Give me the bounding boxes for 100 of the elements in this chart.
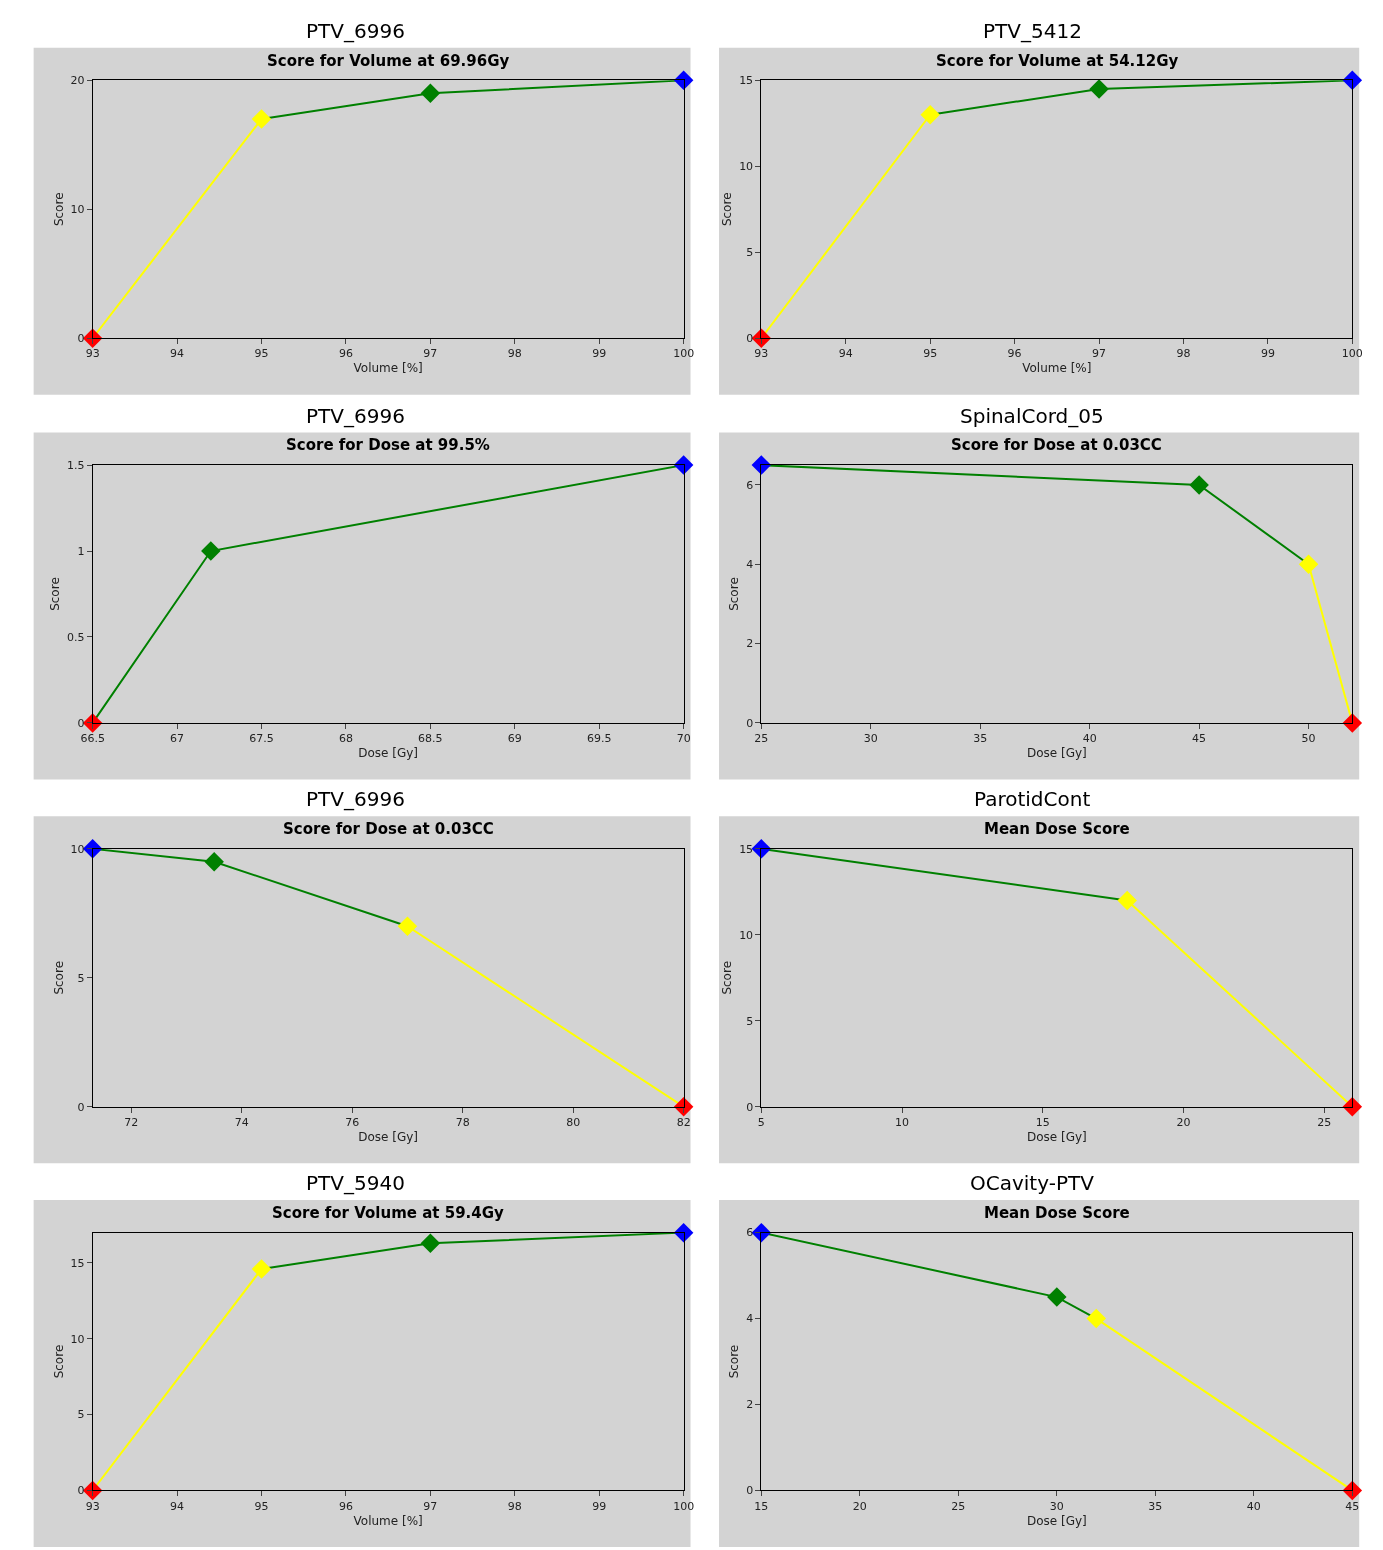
- y-tick-label: 10: [70, 203, 85, 217]
- y-tick-label: 2: [746, 637, 754, 651]
- y-tick-label: 1.5: [66, 458, 85, 472]
- x-tick-label: 25: [951, 1499, 966, 1513]
- x-tick-label: 45: [1345, 1499, 1360, 1513]
- x-tick-label: 94: [838, 347, 853, 361]
- chart-subtitle: Score for Dose at 0.03CC: [951, 436, 1162, 454]
- y-tick-label: 0: [77, 1484, 85, 1498]
- x-tick-label: 40: [1246, 1499, 1261, 1513]
- point: [1117, 890, 1137, 911]
- x-tick-label: 30: [863, 732, 878, 746]
- chart-subtitle: Score for Dose at 99.5%: [286, 436, 490, 454]
- x-axis-title: Dose [Gy]: [1026, 1513, 1087, 1528]
- chart-subtitle: Score for Volume at 54.12Gy: [936, 52, 1179, 70]
- x-tick-label: 96: [338, 347, 353, 361]
- x-tick-label: 20: [1176, 1115, 1191, 1129]
- chart-subtitle: Score for Dose at 0.03CC: [283, 820, 494, 838]
- x-axis-title: Dose [Gy]: [1026, 746, 1087, 761]
- x-tick-label: 50: [1301, 732, 1316, 746]
- x-tick-label: 35: [1148, 1499, 1163, 1513]
- y-tick-label: 0: [746, 716, 754, 730]
- y-tick-label: 10: [739, 160, 754, 174]
- y-tick-label: 0: [77, 332, 85, 346]
- x-tick-label: 93: [85, 347, 100, 361]
- x-tick-label: 95: [923, 347, 938, 361]
- x-tick-label: 100: [1341, 347, 1363, 361]
- y-tick-label: 2: [746, 1398, 754, 1412]
- chart-title: PTV_6996: [306, 787, 405, 811]
- y-tick-label: 6: [746, 1226, 754, 1240]
- y-tick-label: 15: [70, 1256, 85, 1270]
- x-tick-label: 94: [170, 347, 185, 361]
- x-tick-label: 95: [254, 347, 269, 361]
- x-tick-label: 35: [973, 732, 988, 746]
- x-tick-label: 94: [170, 1499, 185, 1513]
- chart-subtitle: Score for Volume at 69.96Gy: [267, 52, 510, 70]
- point: [1047, 1287, 1067, 1307]
- point: [251, 1259, 272, 1279]
- point: [201, 541, 221, 561]
- x-tick-label: 98: [507, 1499, 522, 1513]
- chart-subtitle: Mean Dose Score: [984, 820, 1130, 838]
- y-tick-label: 0: [77, 1100, 85, 1114]
- chart-title: ParotidCont: [974, 787, 1091, 811]
- x-tick-label: 10: [895, 1115, 910, 1129]
- chart-title: SpinalCord_05: [960, 404, 1104, 428]
- y-tick-label: 5: [746, 246, 754, 260]
- y-axis-title: Score: [720, 960, 735, 995]
- x-tick-label: 80: [566, 1115, 581, 1129]
- x-tick-label: 97: [423, 1499, 438, 1513]
- y-tick-label: 10: [70, 842, 85, 856]
- x-tick-label: 30: [1049, 1499, 1064, 1513]
- y-axis-title: Score: [727, 577, 742, 611]
- point: [420, 83, 441, 104]
- y-tick-label: 10: [739, 928, 754, 942]
- y-tick-label: 15: [739, 74, 754, 88]
- y-tick-label: 1: [77, 544, 85, 558]
- y-tick-label: 20: [70, 74, 85, 88]
- x-tick-label: 66.5: [80, 732, 105, 746]
- x-tick-label: 82: [676, 1115, 691, 1129]
- x-tick-label: 70: [676, 732, 691, 746]
- y-axis-title: Score: [48, 577, 63, 611]
- x-tick-label: 99: [1260, 347, 1275, 361]
- point: [1189, 475, 1209, 495]
- x-tick-label: 25: [1317, 1115, 1332, 1129]
- x-tick-label: 74: [234, 1115, 249, 1129]
- y-tick-label: 5: [746, 1014, 754, 1028]
- chart-title: PTV_6996: [306, 19, 405, 43]
- x-tick-label: 97: [423, 347, 438, 361]
- chart-title: PTV_6996: [306, 404, 405, 428]
- x-tick-label: 95: [254, 1499, 269, 1513]
- x-tick-label: 93: [754, 347, 769, 361]
- y-tick-label: 0: [77, 716, 85, 730]
- point: [1298, 554, 1319, 575]
- x-axis-title: Dose [Gy]: [358, 746, 419, 761]
- x-tick-label: 96: [1007, 347, 1022, 361]
- x-tick-label: 69.5: [586, 732, 612, 746]
- x-tick-label: 78: [455, 1115, 470, 1129]
- point: [1089, 79, 1109, 99]
- x-tick-label: 98: [1176, 347, 1191, 361]
- y-tick-label: 0: [746, 1484, 754, 1498]
- y-axis-title: Score: [51, 1344, 66, 1379]
- chart-title: PTV_5412: [983, 19, 1082, 43]
- y-axis-title: Score: [51, 960, 66, 995]
- x-tick-label: 100: [673, 1499, 695, 1513]
- chart-subtitle: Score for Volume at 59.4Gy: [272, 1204, 505, 1222]
- x-tick-label: 45: [1192, 732, 1207, 746]
- point: [1342, 713, 1363, 733]
- y-axis-title: Score: [720, 192, 735, 227]
- y-tick-label: 15: [739, 842, 754, 856]
- x-tick-label: 69: [507, 732, 522, 746]
- x-tick-label: 76: [345, 1115, 360, 1129]
- x-tick-label: 67.5: [249, 732, 274, 746]
- y-tick-label: 6: [746, 478, 754, 492]
- y-tick-label: 5: [77, 1408, 85, 1422]
- point: [920, 105, 940, 125]
- point: [397, 916, 418, 936]
- x-tick-label: 15: [1035, 1115, 1050, 1129]
- chart-title: OCavity-PTV: [970, 1171, 1095, 1195]
- y-tick-label: 10: [70, 1332, 85, 1346]
- x-tick-label: 98: [507, 347, 522, 361]
- chart-subtitle: Mean Dose Score: [984, 1204, 1130, 1222]
